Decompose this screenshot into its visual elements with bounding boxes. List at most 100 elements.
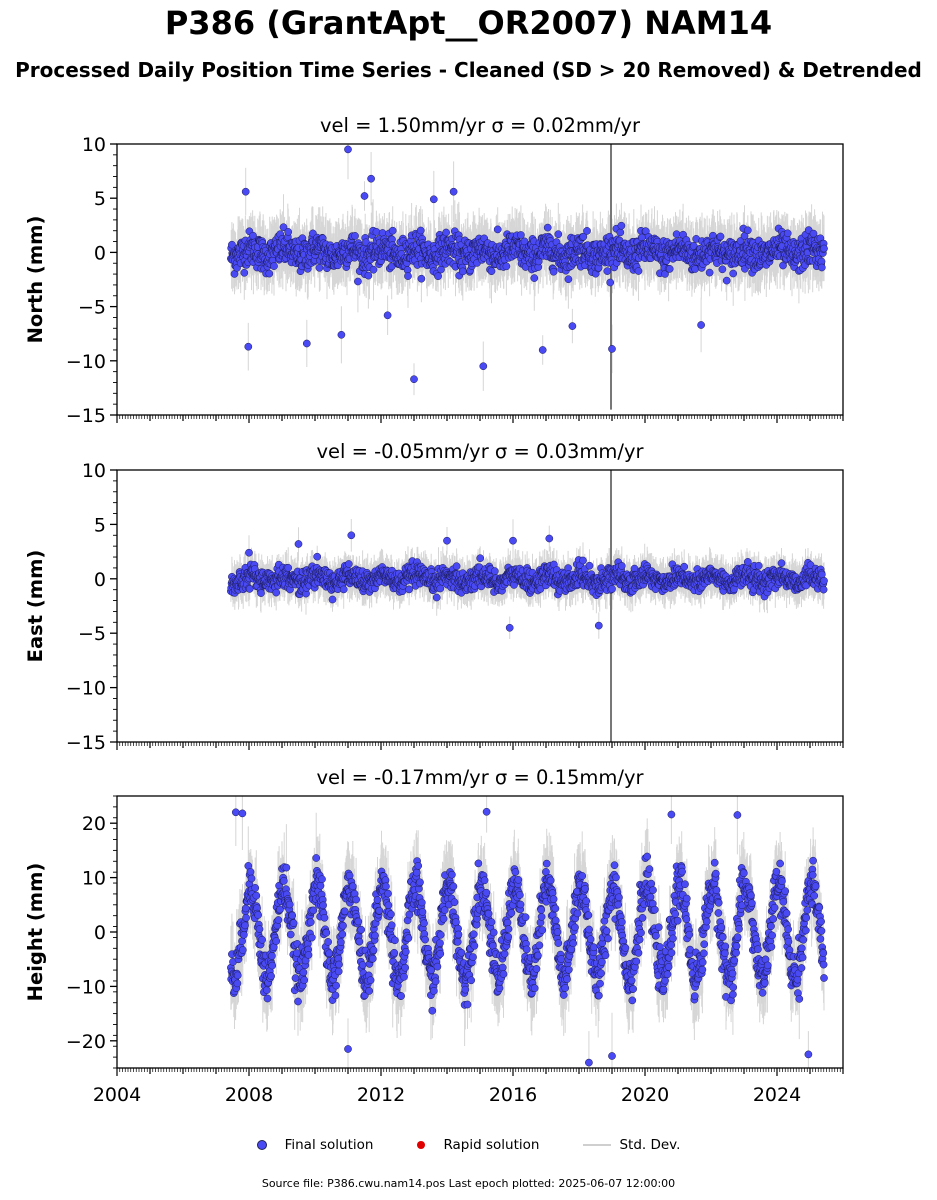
data-point	[272, 937, 281, 945]
chart-subtitle: Processed Daily Position Time Series - C…	[15, 58, 922, 82]
data-point	[338, 930, 347, 939]
data-point	[614, 900, 623, 909]
data-point	[535, 941, 544, 950]
data-point	[288, 911, 297, 920]
data-point	[514, 875, 523, 884]
data-point	[476, 554, 485, 563]
data-point	[504, 925, 513, 933]
data-point	[608, 345, 616, 353]
data-point	[546, 876, 555, 885]
data-point	[617, 221, 626, 230]
data-point	[819, 585, 828, 594]
data-point	[461, 985, 470, 994]
data-point	[382, 882, 390, 891]
data-point	[490, 567, 499, 575]
data-point	[820, 244, 828, 253]
data-point	[585, 925, 593, 934]
data-point	[241, 187, 250, 196]
data-point	[571, 923, 579, 932]
chart-title: P386 (GrantApt__OR2007) NAM14	[164, 4, 773, 42]
data-point	[332, 981, 340, 990]
data-point	[612, 873, 620, 882]
data-point	[254, 911, 262, 919]
data-point	[255, 925, 264, 933]
data-point	[551, 904, 560, 913]
data-point	[554, 230, 563, 239]
data-point	[449, 882, 458, 891]
data-point	[489, 928, 498, 937]
data-point	[246, 868, 255, 876]
y-tick-label: −15	[66, 405, 106, 427]
y-tick-label: 5	[94, 514, 106, 536]
data-point	[564, 965, 573, 974]
data-point	[432, 593, 441, 602]
data-point	[480, 876, 489, 885]
data-point	[549, 267, 558, 276]
data-point	[316, 881, 325, 890]
east-points	[227, 531, 828, 632]
data-point	[335, 960, 343, 969]
data-point	[597, 958, 606, 966]
data-point	[680, 562, 689, 571]
data-point	[241, 921, 249, 930]
data-point	[265, 269, 274, 278]
y-tick-label: −15	[66, 732, 106, 754]
data-point	[336, 938, 345, 947]
data-point	[294, 540, 303, 548]
time-series-chart: −15 −10 −5 0 5 10 vel = 1.50mm/yr σ = 0.02mm/y…	[24, 114, 844, 1106]
data-point	[315, 263, 324, 272]
data-point	[318, 875, 326, 884]
data-point	[498, 963, 507, 972]
data-point	[369, 265, 378, 274]
data-point	[240, 268, 249, 277]
data-point	[617, 918, 626, 926]
data-point	[522, 945, 531, 954]
data-point	[397, 992, 405, 1000]
data-point	[322, 928, 331, 937]
data-point	[417, 274, 426, 283]
data-point	[263, 994, 272, 1003]
data-point	[589, 943, 598, 952]
data-point	[339, 921, 347, 930]
data-point	[743, 558, 752, 566]
data-point	[603, 267, 612, 275]
data-point	[233, 971, 242, 980]
data-point	[286, 930, 295, 939]
data-point	[410, 375, 418, 384]
data-point	[391, 936, 399, 945]
data-point	[240, 930, 248, 939]
data-point	[360, 192, 369, 200]
data-point	[450, 898, 459, 907]
data-point	[375, 906, 384, 915]
data-point	[586, 935, 595, 944]
data-point	[442, 228, 450, 237]
data-point	[597, 969, 605, 978]
data-point	[561, 984, 570, 992]
data-point	[319, 901, 327, 910]
data-point	[549, 895, 558, 903]
y-tick-label: −10	[66, 351, 106, 373]
data-point	[469, 953, 477, 961]
data-point	[606, 278, 615, 287]
data-point	[299, 968, 308, 977]
data-point	[272, 588, 281, 597]
data-point	[285, 900, 294, 909]
data-point	[258, 935, 266, 944]
data-point	[617, 562, 626, 570]
data-point	[383, 311, 392, 320]
east-data-layer	[227, 470, 828, 742]
north-points	[227, 145, 828, 384]
data-point	[268, 961, 277, 970]
data-point	[507, 909, 516, 917]
data-point	[431, 977, 440, 986]
data-point	[563, 975, 571, 983]
data-point	[267, 972, 275, 980]
data-point	[344, 560, 353, 568]
data-point	[312, 854, 321, 862]
data-point	[740, 232, 749, 240]
data-point	[368, 954, 377, 963]
data-point	[579, 556, 587, 565]
data-point	[436, 949, 445, 958]
data-point	[347, 531, 356, 540]
data-point	[463, 1000, 472, 1009]
